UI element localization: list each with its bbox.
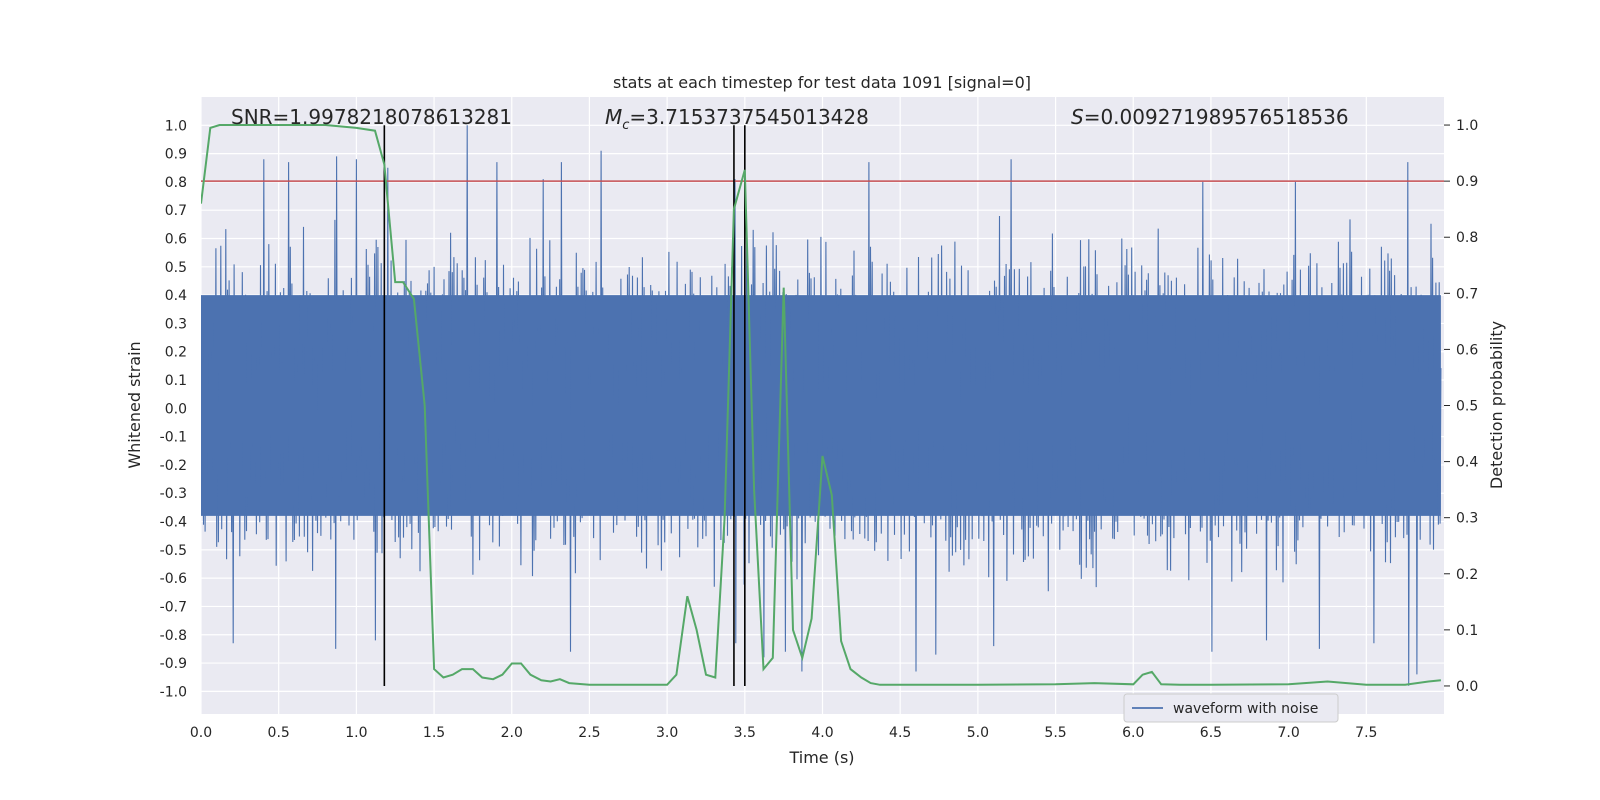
y-tick-label-left: 0.6 [165, 232, 187, 248]
x-tick-label: 0.5 [268, 725, 290, 741]
snr-annotation: SNR=1.9978218078613281 [231, 105, 512, 129]
x-tick-label: 7.0 [1277, 725, 1299, 741]
x-tick-label: 3.0 [656, 725, 678, 741]
y-tick-label-left: 0.9 [165, 147, 187, 163]
y-tick-label-left: 0.8 [165, 175, 187, 191]
y-tick-label-left: -0.1 [160, 430, 187, 446]
x-tick-label: 7.5 [1355, 725, 1377, 741]
x-tick-labels: 0.0 0.5 1.0 1.5 2.0 2.5 3.0 3.5 4.0 4.5 5.0 5.5 6.0 6… [190, 725, 1378, 741]
x-tick-label: 1.0 [345, 725, 367, 741]
y-tick-label-left: 0.7 [165, 203, 187, 219]
x-axis-label: Time (s) [788, 748, 854, 767]
x-tick-label: 5.5 [1044, 725, 1066, 741]
legend: waveform with noise [1123, 693, 1339, 723]
left-y-tick-labels: -1.0 -0.9 -0.8 -0.7 -0.6 -0.5 -0.4 -0.3 -0.2 -0.1… [160, 118, 187, 700]
x-tick-label: 6.5 [1200, 725, 1222, 741]
probability-line [201, 124, 1441, 686]
x-tick-label: 6.0 [1122, 725, 1144, 741]
y-tick-label-right: 0.3 [1456, 511, 1478, 527]
y-tick-label-left: -0.7 [160, 599, 187, 615]
score-symbol: S [1071, 105, 1084, 129]
y-tick-label-left: 0.4 [165, 288, 187, 304]
x-tick-label: 0.0 [190, 725, 212, 741]
y-tick-label-right: 0.8 [1456, 230, 1478, 246]
waveform-line [201, 125, 1442, 686]
y-tick-label-left: 0.5 [165, 260, 187, 276]
chart-title: stats at each timestep for test data 109… [613, 73, 1031, 92]
y-tick-label-left: -0.8 [160, 628, 187, 644]
y-tick-label-right: 0.6 [1456, 342, 1478, 358]
y-tick-label-right: 0.0 [1456, 679, 1478, 695]
y-tick-label-right: 0.7 [1456, 286, 1478, 302]
x-tick-label: 3.5 [734, 725, 756, 741]
y-tick-label-left: 0.2 [165, 345, 187, 361]
chirp-mass-annotation: Mc=3.7153737545013428 [605, 105, 869, 133]
y-tick-label-left: -0.9 [160, 656, 187, 672]
y-tick-label-left: -0.6 [160, 571, 187, 587]
y-tick-label-left: -0.5 [160, 543, 187, 559]
y-tick-label-left: -0.2 [160, 458, 187, 474]
y-tick-label-right: 0.4 [1456, 455, 1478, 471]
y-tick-label-left: 0.3 [165, 316, 187, 332]
x-tick-label: 4.0 [811, 725, 833, 741]
y-tick-label-right: 0.2 [1456, 567, 1478, 583]
chirp-mass-subscript: c [622, 118, 629, 133]
y-tick-label-right: 1.0 [1456, 118, 1478, 134]
score-value: =0.009271989576518536 [1084, 105, 1349, 129]
y-tick-label-left: -0.4 [160, 515, 187, 531]
y-axis-label-right: Detection probability [1487, 321, 1506, 489]
x-tick-label: 2.5 [578, 725, 600, 741]
score-annotation: S=0.009271989576518536 [1071, 105, 1349, 129]
legend-box [1123, 693, 1339, 723]
probability-series [201, 124, 1441, 686]
chirp-mass-symbol: M [605, 105, 622, 129]
y-tick-label-left: -0.3 [160, 486, 187, 502]
chirp-mass-value: =3.7153737545013428 [629, 105, 868, 129]
x-tick-label: 4.5 [889, 725, 911, 741]
x-tick-label: 1.5 [423, 725, 445, 741]
y-tick-label-right: 0.1 [1456, 623, 1478, 639]
x-tick-label: 5.0 [967, 725, 989, 741]
y-tick-label-left: 0.1 [165, 373, 187, 389]
y-axis-label-left: Whitened strain [125, 341, 144, 468]
plot-area [201, 124, 1444, 686]
y-tick-label-left: 1.0 [165, 118, 187, 134]
y-tick-label-right: 0.5 [1456, 399, 1478, 415]
right-y-tick-labels: 0.0 0.1 0.2 0.3 0.4 0.5 0.6 0.7 0.8 0.9 1.0 [1444, 118, 1478, 695]
legend-label: waveform with noise [1173, 701, 1318, 717]
x-tick-label: 2.0 [501, 725, 523, 741]
y-tick-label-left: -1.0 [160, 684, 187, 700]
y-tick-label-right: 0.9 [1456, 174, 1478, 190]
y-tick-label-left: 0.0 [165, 401, 187, 417]
